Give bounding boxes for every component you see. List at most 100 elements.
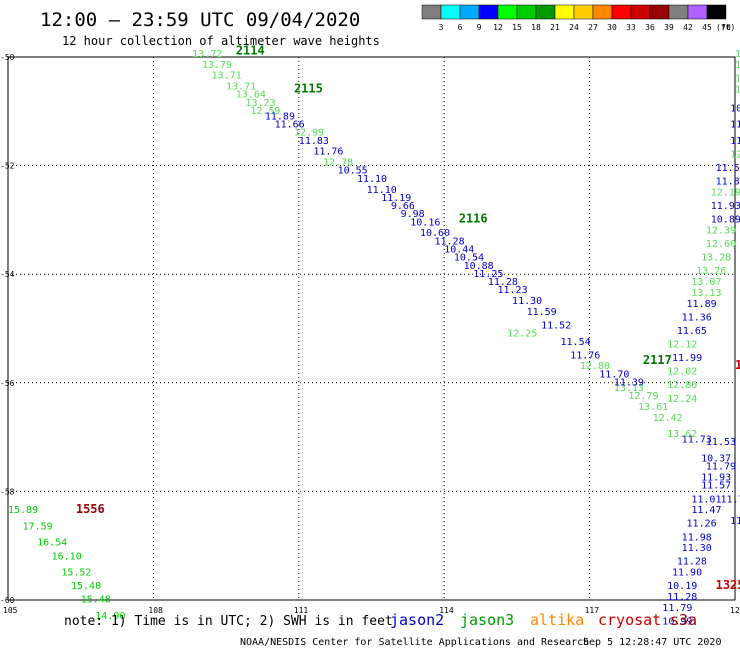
- x-tick-label: 111: [294, 606, 309, 615]
- pass-number-label: 1556: [76, 502, 105, 516]
- wave-height-value: 11.28: [488, 277, 518, 288]
- wave-height-value: 11.80: [730, 516, 740, 527]
- legend-swatch: [630, 4, 651, 20]
- legend-swatch: [592, 4, 613, 20]
- wave-height-value: 13: [735, 49, 740, 60]
- wave-height-value: 11.10: [367, 185, 397, 196]
- legend-unit: (ft): [716, 23, 735, 32]
- wave-height-value: 11.65: [677, 326, 707, 337]
- legend-swatch: [687, 4, 708, 20]
- wave-height-value: 11.36: [682, 312, 712, 323]
- wave-height-value: 13: [735, 60, 740, 71]
- wave-height-value: 11.23: [498, 285, 528, 296]
- legend-bin-label: 21: [550, 23, 560, 32]
- x-tick-label: 117: [585, 606, 600, 615]
- wave-height-value: 15.89: [8, 505, 38, 516]
- wave-height-value: 11.76: [570, 350, 600, 361]
- wave-height-value: 11.10: [357, 174, 387, 185]
- wave-height-value: 13: [735, 84, 740, 95]
- wave-height-value: 13.13: [691, 288, 721, 299]
- legend-swatch: [516, 4, 537, 20]
- y-tick-label: -58: [0, 487, 15, 496]
- legend-swatch: [421, 4, 442, 20]
- pass-number-label: 2116: [459, 212, 488, 226]
- plot-grid: [7, 56, 736, 601]
- legend-swatch: [459, 4, 480, 20]
- legend-swatch: [554, 4, 575, 20]
- legend-swatch: [573, 4, 594, 20]
- wave-height-value: 11.54: [561, 337, 591, 348]
- wave-height-value: 12.39: [706, 225, 736, 236]
- wave-height-value: 11.28: [435, 236, 465, 247]
- wave-height-value: 15.48: [81, 595, 111, 606]
- wave-height-value: 11.01: [691, 494, 721, 505]
- wave-height-value: 12.78: [323, 158, 353, 169]
- wave-height-value: 11.25: [473, 269, 503, 280]
- wave-height-value: 11.99: [672, 353, 702, 364]
- wave-height-value: 11.30: [512, 296, 542, 307]
- wave-height-value: 11.28: [667, 592, 697, 603]
- wave-height-value: 15.52: [61, 568, 91, 579]
- wave-height-value: 10.19: [667, 581, 697, 592]
- legend-bin-label: 15: [512, 23, 522, 32]
- wave-height-value: 10.99: [662, 616, 692, 627]
- wave-height-value: 11.19: [381, 193, 411, 204]
- wave-height-value: 11.55: [716, 163, 740, 174]
- wave-height-value: 11.84: [716, 177, 740, 188]
- x-tick-label: 120: [730, 606, 740, 615]
- legend-bin-label: 9: [477, 23, 482, 32]
- wave-height-value: 12.12: [667, 340, 697, 351]
- wave-height-value: 13.71: [212, 71, 242, 82]
- legend-swatch: [649, 4, 670, 20]
- x-tick-label: 108: [148, 606, 163, 615]
- legend-swatch: [478, 4, 499, 20]
- units-note: note: 1) Time is in UTC; 2) SWH is in fe…: [64, 614, 393, 629]
- legend-bin-label: 33: [626, 23, 636, 32]
- satellite-name: jason3: [460, 611, 514, 629]
- legend-swatch: [535, 4, 556, 20]
- y-tick-label: -60: [0, 596, 15, 605]
- wave-height-points: 13.7213.7913.7113.7113.6413.2312.5912.99…: [8, 49, 740, 627]
- pass-number-label: 13: [735, 358, 740, 372]
- wave-height-value: 12.59: [250, 106, 280, 117]
- wave-height-value: 13.72: [192, 49, 222, 60]
- legend-swatch: [497, 4, 518, 20]
- wave-height-value: 13.26: [696, 266, 726, 277]
- wave-height-value: 15.40: [71, 581, 101, 592]
- legend-bin-label: 3: [439, 23, 444, 32]
- wave-height-value: 11.83: [299, 136, 329, 147]
- pass-number-label: 2114: [236, 43, 265, 57]
- wave-height-value: 13.79: [202, 60, 232, 71]
- wave-height-value: 16.10: [52, 551, 82, 562]
- wave-height-value: 10.54: [454, 253, 484, 264]
- wave-height-value: 12.60: [706, 239, 736, 250]
- wave-height-value: 12.25: [507, 329, 537, 340]
- legend-bin-label: 6: [458, 23, 463, 32]
- legend-swatch: [668, 4, 689, 20]
- wave-height-value: 12.02: [667, 367, 697, 378]
- wave-height-value: 10.37: [701, 454, 731, 465]
- y-tick-label: -56: [0, 379, 15, 388]
- wave-height-value: 12.86: [667, 380, 697, 391]
- wave-height-value: 11.59: [527, 307, 557, 318]
- wave-height-value: 11.47: [691, 505, 721, 516]
- y-tick-label: -52: [0, 162, 15, 171]
- chart-subtitle: 12 hour collection of altimeter wave hei…: [62, 34, 380, 48]
- wave-height-value: 9.98: [401, 209, 425, 220]
- wave-height-value: 11.89: [265, 111, 295, 122]
- plot-frame: [7, 56, 736, 601]
- wave-height-value: 12.19: [711, 187, 740, 198]
- credit-text: NOAA/NESDIS Center for Satellite Applica…: [240, 637, 589, 648]
- legend-swatch: [440, 4, 461, 20]
- wave-height-value: 11.79: [706, 462, 736, 473]
- wave-height-value: 12.79: [628, 391, 658, 402]
- wave-height-value: 11.70: [599, 369, 629, 380]
- wave-height-value: 12.80: [580, 361, 610, 372]
- satellite-name: s3a: [670, 611, 697, 629]
- wave-height-value: 9.66: [391, 201, 415, 212]
- legend-bin-label: 42: [683, 23, 693, 32]
- y-tick-label: -50: [0, 53, 15, 62]
- wave-height-value: 13.62: [667, 429, 697, 440]
- pass-number-label: 2115: [294, 81, 323, 95]
